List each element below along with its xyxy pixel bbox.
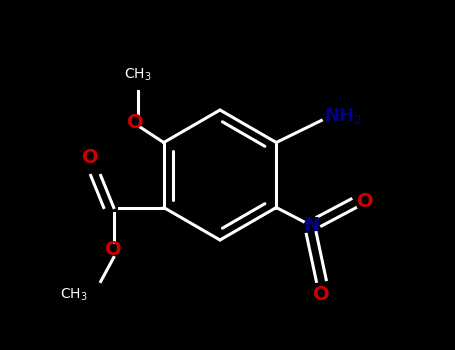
Text: $\mathregular{CH_3}$: $\mathregular{CH_3}$ — [124, 66, 152, 83]
Text: O: O — [82, 148, 99, 167]
Text: O: O — [106, 240, 122, 259]
Text: O: O — [127, 113, 144, 132]
Text: NH$_2$: NH$_2$ — [324, 106, 363, 126]
Text: N: N — [303, 216, 319, 235]
Text: $\mathregular{CH_3}$: $\mathregular{CH_3}$ — [60, 286, 88, 303]
Text: O: O — [313, 285, 329, 304]
Text: O: O — [357, 192, 374, 211]
